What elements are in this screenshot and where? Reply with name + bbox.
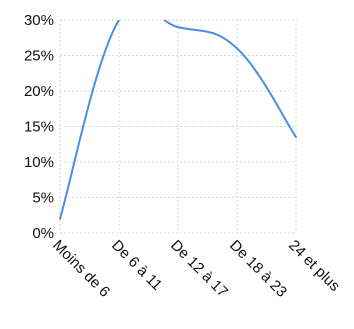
y-tick-label: 0% — [32, 225, 54, 242]
series-lines — [59, 20, 297, 220]
y-tick-label: 5% — [32, 190, 54, 207]
x-tick-label: 24 et plus — [285, 237, 343, 295]
y-tick-label: 15% — [24, 119, 54, 136]
y-axis-tick-labels: 0% 5% 10% 15% 20% 25% 30% — [24, 12, 54, 242]
y-tick-label: 30% — [24, 12, 54, 29]
series-line-0 — [59, 20, 297, 220]
x-tick-label: De 6 à 11 — [108, 237, 165, 294]
y-tick-label: 25% — [24, 48, 54, 65]
grid — [59, 19, 297, 234]
x-tick-label: Moins de 6 — [49, 237, 113, 301]
y-tick-label: 20% — [24, 83, 54, 100]
x-tick-label: De 12 à 17 — [167, 237, 231, 301]
y-tick-label: 10% — [24, 154, 54, 171]
x-tick-label: De 18 à 23 — [226, 237, 290, 301]
